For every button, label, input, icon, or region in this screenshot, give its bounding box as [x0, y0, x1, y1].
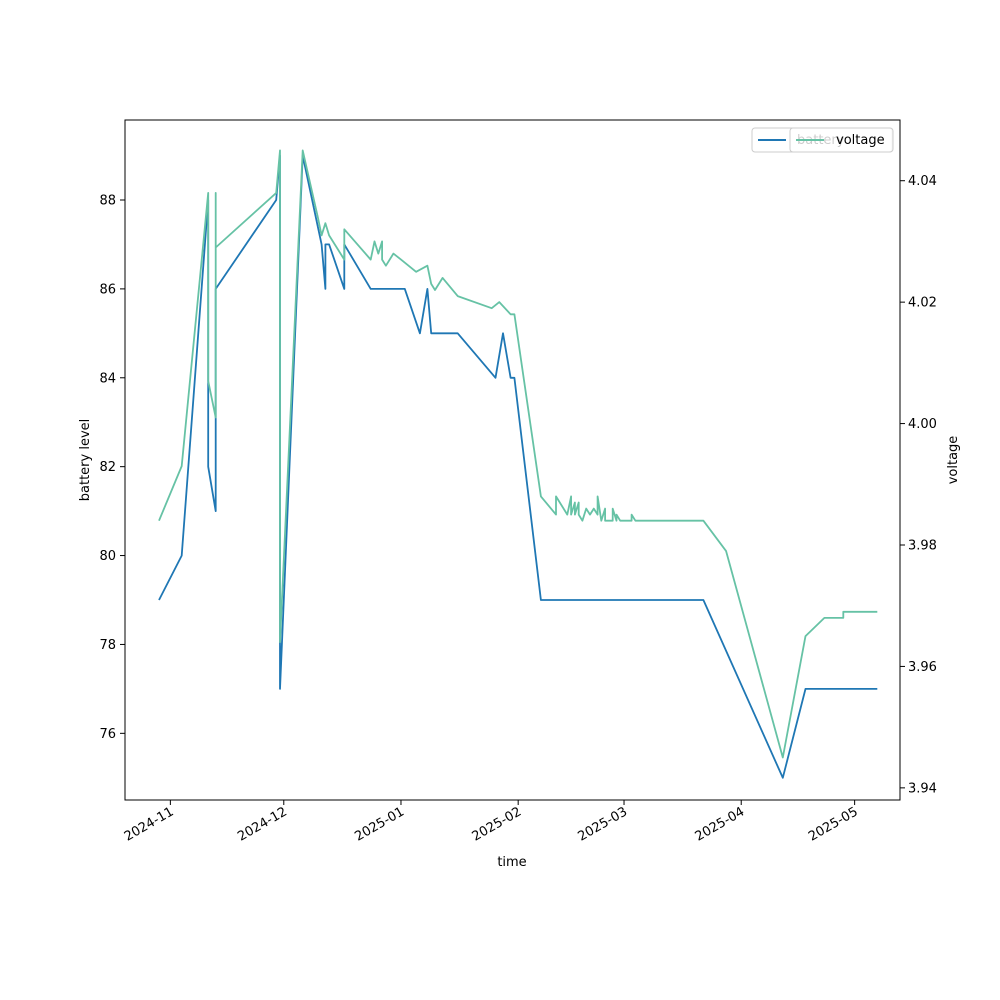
y-right-tick-label-4: 4.02	[908, 296, 937, 311]
legend-voltage-label: voltage	[836, 133, 885, 148]
y-left-tick-label-0: 76	[99, 727, 116, 742]
y-right-tick-label-3: 4.00	[908, 417, 937, 432]
y-right-tick-label-2: 3.98	[908, 539, 937, 554]
series-layer	[158, 149, 878, 779]
y-left-tick-label-5: 86	[99, 282, 116, 297]
y-axis-left: 76 78 80 82 84 86 88	[99, 194, 125, 742]
series-line-voltage	[158, 149, 878, 759]
x-axis-title: time	[497, 855, 526, 870]
y-left-tick-label-1: 78	[99, 638, 116, 653]
y-right-tick-label-0: 3.94	[908, 781, 937, 796]
y-axis-right: 3.94 3.96 3.98 4.00 4.02 4.04	[900, 174, 937, 796]
y-left-tick-label-3: 82	[99, 460, 116, 475]
y-left-tick-label-6: 88	[99, 194, 116, 209]
legend-voltage: voltage	[789, 127, 894, 153]
plot-frame	[124, 119, 901, 801]
legend-voltage-box	[789, 127, 894, 153]
y-left-tick-label-4: 84	[99, 371, 116, 386]
y-left-tick-label-2: 80	[99, 549, 116, 564]
y-axis-left-title: battery level	[78, 419, 93, 502]
y-right-tick-label-5: 4.04	[908, 174, 937, 189]
y-axis-right-title: voltage	[946, 436, 961, 485]
y-right-tick-label-1: 3.96	[908, 660, 937, 675]
